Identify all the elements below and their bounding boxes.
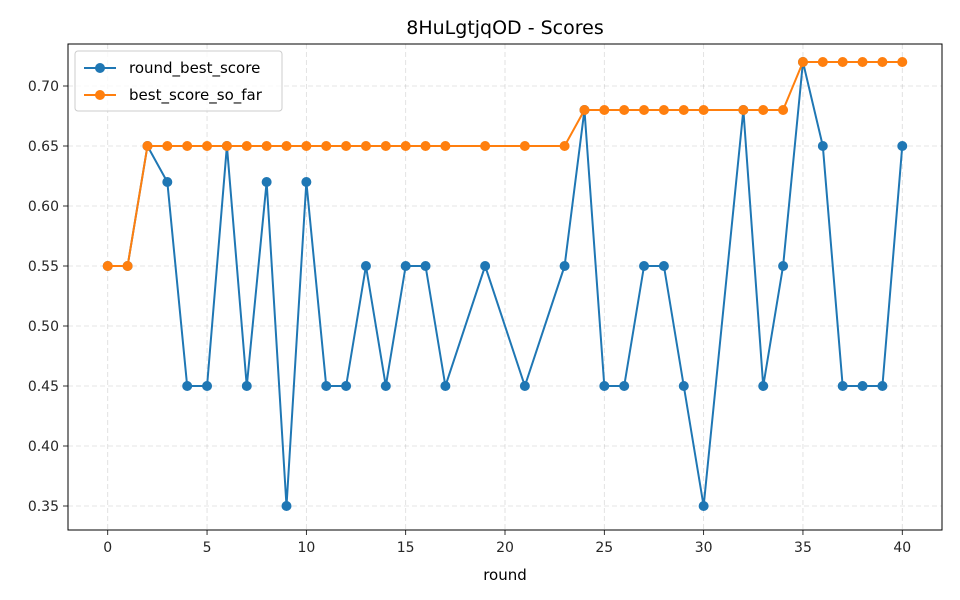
legend-marker-round_best_score — [95, 63, 105, 73]
data-point-best_score_so_far — [182, 141, 193, 151]
data-point-round_best_score — [321, 381, 332, 391]
data-point-best_score_so_far — [837, 57, 848, 67]
data-point-round_best_score — [758, 381, 769, 391]
data-point-round_best_score — [360, 261, 371, 271]
y-tick-label: 0.55 — [28, 259, 59, 275]
legend-marker-best_score_so_far — [95, 90, 105, 100]
data-point-best_score_so_far — [142, 141, 153, 151]
data-point-round_best_score — [182, 381, 193, 391]
data-point-best_score_so_far — [778, 105, 789, 115]
data-point-round_best_score — [162, 177, 173, 187]
data-point-best_score_so_far — [241, 141, 252, 151]
data-point-round_best_score — [301, 177, 312, 187]
series-layer — [102, 57, 908, 511]
data-point-best_score_so_far — [301, 141, 312, 151]
x-tick-label: 35 — [794, 540, 812, 556]
data-point-round_best_score — [698, 501, 709, 511]
data-point-best_score_so_far — [817, 57, 828, 67]
data-point-best_score_so_far — [897, 57, 908, 67]
chart-title: 8HuLgtjqOD - Scores — [406, 17, 604, 39]
data-point-best_score_so_far — [559, 141, 570, 151]
data-point-round_best_score — [202, 381, 213, 391]
data-point-round_best_score — [837, 381, 848, 391]
data-point-round_best_score — [658, 261, 669, 271]
data-point-best_score_so_far — [202, 141, 213, 151]
data-point-best_score_so_far — [480, 141, 491, 151]
data-point-round_best_score — [599, 381, 610, 391]
x-tick-label: 25 — [595, 540, 613, 556]
y-tick-label: 0.40 — [28, 439, 59, 455]
data-point-round_best_score — [281, 501, 292, 511]
data-point-best_score_so_far — [678, 105, 689, 115]
data-point-round_best_score — [619, 381, 630, 391]
ticks-layer: 0 5 10 15 20 25 30 35 40 0.35 0.40 0.45 0.50 0.55 0.60… — [28, 79, 911, 556]
data-point-round_best_score — [877, 381, 888, 391]
data-point-best_score_so_far — [360, 141, 371, 151]
data-point-round_best_score — [380, 381, 391, 391]
data-point-best_score_so_far — [857, 57, 868, 67]
data-point-best_score_so_far — [658, 105, 669, 115]
legend-label-best_score_so_far: best_score_so_far — [129, 86, 263, 105]
data-point-best_score_so_far — [698, 105, 709, 115]
data-point-best_score_so_far — [440, 141, 451, 151]
data-point-round_best_score — [400, 261, 411, 271]
y-tick-label: 0.35 — [28, 499, 59, 515]
x-tick-label: 40 — [893, 540, 911, 556]
data-point-round_best_score — [480, 261, 491, 271]
data-point-round_best_score — [420, 261, 431, 271]
x-tick-label: 20 — [496, 540, 514, 556]
x-tick-label: 10 — [297, 540, 315, 556]
data-point-best_score_so_far — [321, 141, 332, 151]
data-point-round_best_score — [639, 261, 650, 271]
data-point-best_score_so_far — [341, 141, 352, 151]
x-axis-label: round — [483, 566, 527, 584]
legend-label-round_best_score: round_best_score — [129, 59, 260, 78]
data-point-best_score_so_far — [738, 105, 749, 115]
data-point-round_best_score — [440, 381, 451, 391]
data-point-best_score_so_far — [797, 57, 808, 67]
x-tick-label: 5 — [203, 540, 212, 556]
data-point-round_best_score — [559, 261, 570, 271]
data-point-best_score_so_far — [519, 141, 530, 151]
data-point-best_score_so_far — [420, 141, 431, 151]
x-tick-label: 30 — [695, 540, 713, 556]
y-tick-label: 0.65 — [28, 139, 59, 155]
data-point-best_score_so_far — [639, 105, 650, 115]
data-point-round_best_score — [519, 381, 530, 391]
data-point-best_score_so_far — [122, 261, 133, 271]
data-point-best_score_so_far — [281, 141, 292, 151]
y-tick-label: 0.60 — [28, 199, 59, 215]
data-point-best_score_so_far — [758, 105, 769, 115]
data-point-round_best_score — [678, 381, 689, 391]
data-point-round_best_score — [261, 177, 272, 187]
data-point-best_score_so_far — [261, 141, 272, 151]
data-point-round_best_score — [341, 381, 352, 391]
legend-box — [74, 50, 283, 112]
data-point-best_score_so_far — [599, 105, 610, 115]
data-point-round_best_score — [857, 381, 868, 391]
data-point-best_score_so_far — [619, 105, 630, 115]
data-point-best_score_so_far — [400, 141, 411, 151]
data-point-best_score_so_far — [877, 57, 888, 67]
y-tick-label: 0.70 — [28, 79, 59, 95]
x-tick-label: 15 — [397, 540, 415, 556]
y-tick-label: 0.45 — [28, 379, 59, 395]
x-tick-label: 0 — [103, 540, 112, 556]
data-point-round_best_score — [897, 141, 908, 151]
legend: round_best_score best_score_so_far — [74, 50, 283, 112]
data-point-round_best_score — [778, 261, 789, 271]
data-point-best_score_so_far — [162, 141, 173, 151]
data-point-best_score_so_far — [579, 105, 590, 115]
data-point-best_score_so_far — [380, 141, 391, 151]
data-point-round_best_score — [817, 141, 828, 151]
grid-layer — [68, 44, 942, 530]
data-point-round_best_score — [241, 381, 252, 391]
data-point-best_score_so_far — [102, 261, 113, 271]
data-point-best_score_so_far — [221, 141, 232, 151]
y-tick-label: 0.50 — [28, 319, 59, 335]
